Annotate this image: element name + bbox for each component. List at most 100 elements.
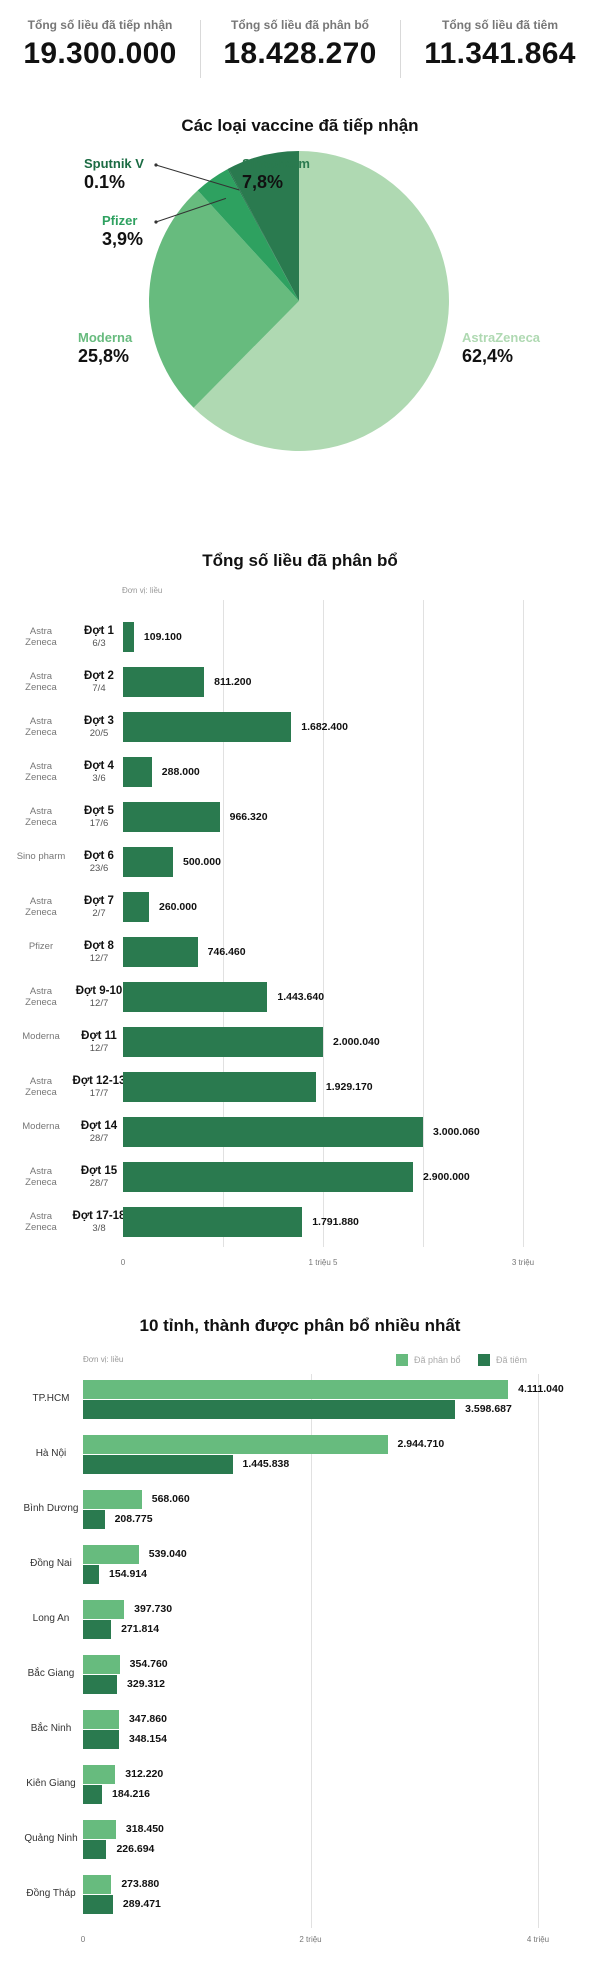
- batch-date: 23/6: [89, 863, 109, 874]
- legend-swatch-injected: [478, 1354, 490, 1366]
- bar-value-label: 154.914: [109, 1568, 147, 1580]
- injected-bar: [83, 1730, 119, 1749]
- province-name: Long An: [32, 1613, 70, 1624]
- manufacturer-label: Moderna: [22, 1031, 60, 1042]
- gridline: [523, 600, 524, 1247]
- injected-bar: [83, 1620, 112, 1639]
- batch-name: Đợt 17-18: [72, 1210, 126, 1222]
- gridline: [323, 600, 324, 1247]
- bar-value-label: 318.450: [125, 1823, 164, 1835]
- province-name: Đồng Tháp: [26, 1888, 76, 1899]
- injected-bar: [83, 1565, 100, 1584]
- province-name: Quảng Ninh: [24, 1833, 78, 1844]
- allocation-chart-title: Tổng số liều đã phân bổ: [202, 551, 398, 570]
- stat-label: Tổng số liều đã tiếp nhận: [27, 18, 173, 32]
- bar-value-label: 500.000: [183, 856, 221, 868]
- pie-label-name: Sputnik V: [84, 156, 144, 171]
- bar-value-label: 329.312: [127, 1678, 166, 1690]
- bar-value-label: 354.760: [129, 1658, 168, 1670]
- stat-injected: Tổng số liều đã tiêm 11.341.864: [400, 16, 600, 80]
- x-tick-label: 4 triệu: [526, 1935, 550, 1944]
- stat-label: Tổng số liều đã tiêm: [441, 18, 558, 32]
- injected-bar: [83, 1840, 107, 1859]
- allocated-bar: [83, 1545, 139, 1564]
- stat-received: Tổng số liều đã tiếp nhận 19.300.000: [0, 16, 200, 80]
- batch-date: 17/6: [89, 818, 109, 829]
- batch-name: Đợt 9-10: [75, 985, 123, 997]
- province-name: Hà Nội: [35, 1448, 67, 1459]
- batch-name: Đợt 15: [80, 1165, 118, 1177]
- batch-date: 28/7: [89, 1178, 109, 1189]
- gridline: [423, 600, 424, 1247]
- batch-label: Đợt 17-18 3/8: [64, 1209, 134, 1234]
- bar-value-label: 288.000: [161, 766, 200, 778]
- bar-value-label: 289.471: [122, 1898, 161, 1910]
- manufacturer-label: Astra Zeneca: [25, 626, 57, 648]
- x-tick-label: 3 triệu: [511, 1258, 535, 1267]
- batch-date: 12/7: [89, 1043, 109, 1054]
- stat-value: 18.428.270: [223, 37, 377, 70]
- injected-bar: [83, 1455, 233, 1474]
- manufacturer-label: Sino pharm: [16, 851, 66, 862]
- bar-value-label: 397.730: [134, 1603, 173, 1615]
- bar-value-label: 260.000: [159, 901, 197, 913]
- pie-label-value: 0.1%: [84, 172, 126, 192]
- pie-chart: [149, 151, 449, 452]
- bar-value-label: 966.320: [229, 811, 268, 823]
- allocated-bar: [83, 1765, 116, 1784]
- allocated-bar: [83, 1710, 119, 1729]
- gridline: [223, 600, 224, 1247]
- manufacturer-label: Astra Zeneca: [25, 761, 57, 783]
- batch-date: 12/7: [89, 998, 109, 1009]
- province-name: Bắc Giang: [27, 1668, 75, 1679]
- pie-slice-sputnik-v: [227, 168, 299, 301]
- bar-value-label: 746.460: [207, 946, 246, 958]
- batch-name: Đợt 4: [84, 760, 114, 772]
- batch-date: 2/7: [92, 908, 106, 919]
- manufacturer-label: Astra Zeneca: [25, 1076, 57, 1098]
- legend-allocated: Đã phân bổ: [396, 1354, 461, 1366]
- legend-label-injected: Đã tiêm: [496, 1355, 528, 1365]
- batch-date: 3/8: [92, 1223, 106, 1234]
- allocation-bar: [123, 1207, 303, 1237]
- bar-value-label: 273.880: [121, 1878, 160, 1890]
- allocation-bar: [123, 1072, 316, 1102]
- bar-value-label: 1.445.838: [242, 1458, 290, 1470]
- legend-label-allocated: Đã phân bổ: [414, 1355, 461, 1365]
- sputnik-leader-line-dot: [154, 163, 158, 167]
- bar-value-label: 312.220: [125, 1768, 164, 1780]
- x-tick-label: 2 triệu: [299, 1935, 322, 1944]
- pfizer-leader-line: [155, 197, 227, 223]
- manufacturer-label: Astra Zeneca: [25, 986, 57, 1008]
- province-name: Kiên Giang: [26, 1778, 76, 1789]
- bar-value-label: 1.929.170: [325, 1081, 373, 1093]
- pie-slice-astrazeneca: [193, 151, 449, 452]
- batch-label: Đợt 15 28/7: [64, 1164, 134, 1189]
- legend-swatch-allocated: [396, 1354, 408, 1366]
- batch-name: Đợt 14: [80, 1120, 118, 1132]
- batch-name: Đợt 2: [84, 670, 114, 682]
- bar-value-label: 184.216: [112, 1788, 151, 1800]
- batch-label: Đợt 4 3/6: [64, 759, 134, 784]
- allocation-bar: [123, 802, 220, 832]
- sputnik-leader-line: [155, 164, 240, 191]
- provinces-unit-label: Đơn vị: liều: [83, 1355, 124, 1364]
- pie-chart-title: Các loại vaccine đã tiếp nhận: [181, 116, 419, 135]
- allocation-unit-label: Đơn vị: liều: [122, 586, 163, 595]
- batch-date: 20/5: [89, 728, 109, 739]
- bar-value-label: 539.040: [148, 1548, 187, 1560]
- pie-label-value: 3,9%: [102, 229, 144, 249]
- batch-name: Đợt 7: [84, 895, 114, 907]
- pie-label-sputnik-v: Sputnik V 0.1%: [84, 154, 144, 192]
- batch-name: Đợt 8: [84, 940, 114, 952]
- batch-label: Đợt 3 20/5: [64, 714, 134, 739]
- gridline: [538, 1374, 539, 1928]
- batch-name: Đợt 12-13: [72, 1075, 126, 1087]
- bar-value-label: 2.000.040: [333, 1036, 380, 1048]
- pie-label-moderna: Moderna 25,8%: [78, 328, 132, 366]
- manufacturer-label: Astra Zeneca: [25, 896, 57, 918]
- province-name: Bình Dương: [23, 1503, 79, 1514]
- pie-label-value: 7,8%: [242, 172, 284, 192]
- bar-value-label: 2.900.000: [423, 1171, 470, 1183]
- injected-bar: [83, 1400, 456, 1419]
